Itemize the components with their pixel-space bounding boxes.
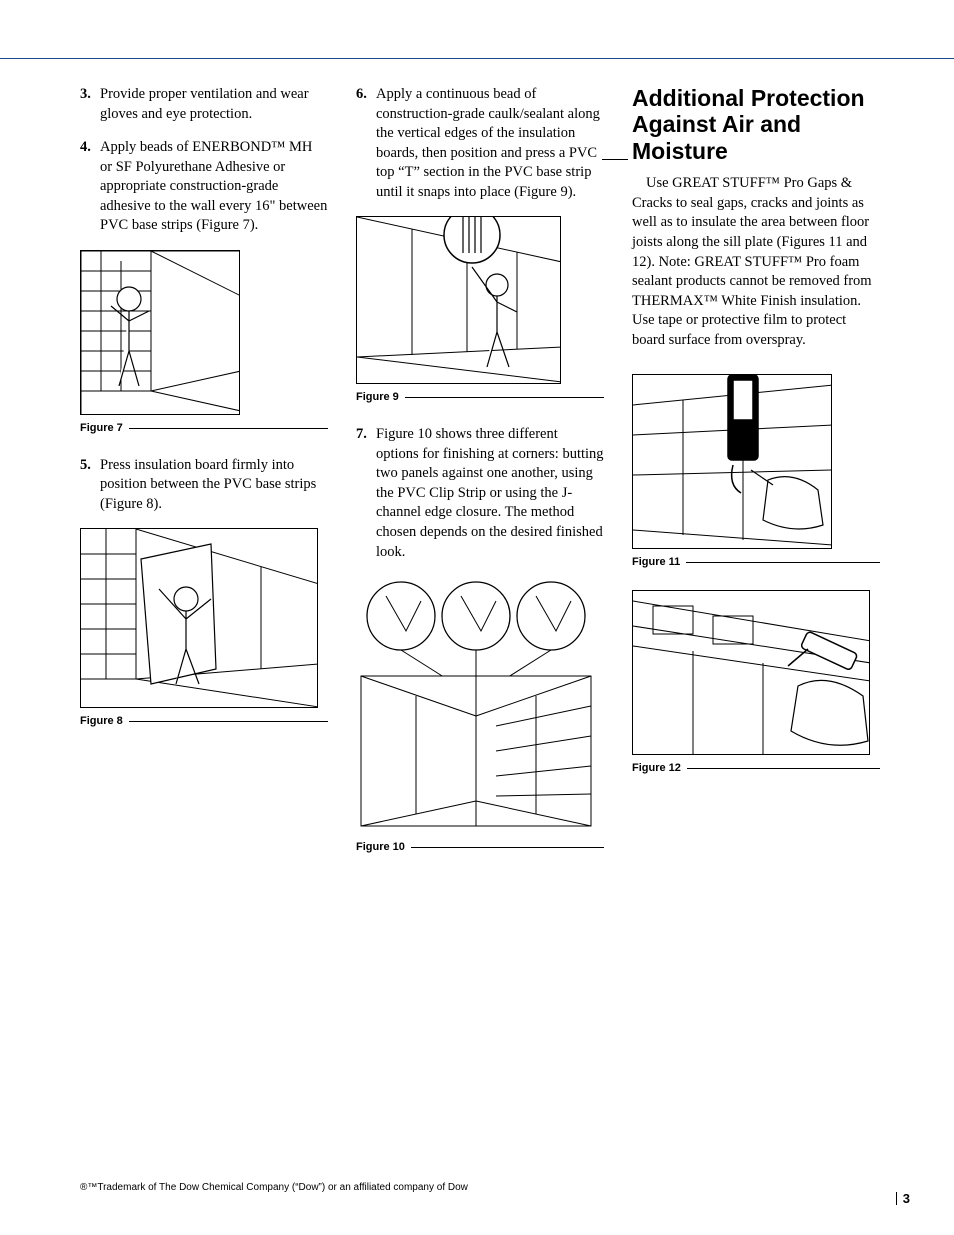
caption-rule [129,721,328,722]
figure-9-image [356,216,561,384]
caption-text: Figure 7 [80,421,123,436]
column-1: 3. Provide proper ventilation and wear g… [80,85,328,875]
column-3: Additional Protection Against Air and Mo… [632,85,880,875]
figure-9-caption: Figure 9 [356,390,604,405]
figure-8-caption: Figure 8 [80,714,328,729]
page-number: 3 [896,1192,910,1205]
step-text: Figure 10 shows three different options … [376,425,604,562]
caption-rule [129,428,328,429]
step-text: Apply beads of ENERBOND™ MH or SF Polyur… [100,138,328,236]
column-2: 6. Apply a continuous bead of constructi… [356,85,604,875]
heading-rule [602,159,628,160]
caption-text: Figure 12 [632,761,681,776]
step-number: 3. [80,85,100,124]
caption-rule [405,397,604,398]
step-number: 6. [356,85,376,202]
footer-trademark: ®™Trademark of The Dow Chemical Company … [80,1182,468,1193]
caption-rule [686,562,880,563]
figure-12-caption: Figure 12 [632,761,880,776]
step-7: 7. Figure 10 shows three different optio… [356,425,604,562]
step-number: 4. [80,138,100,236]
figure-11-image [632,374,832,549]
caption-text: Figure 10 [356,840,405,855]
step-text: Provide proper ventilation and wear glov… [100,85,328,124]
step-4: 4. Apply beads of ENERBOND™ MH or SF Pol… [80,138,328,236]
step-text: Apply a continuous bead of construction-… [376,85,604,202]
page-content: 3. Provide proper ventilation and wear g… [80,85,880,875]
step-5: 5. Press insulation board firmly into po… [80,456,328,515]
caption-text: Figure 9 [356,390,399,405]
step-number: 5. [80,456,100,515]
figure-7-image [80,250,240,415]
section-paragraph: Use GREAT STUFF™ Pro Gaps & Cracks to se… [632,174,880,350]
figure-7-caption: Figure 7 [80,421,328,436]
figure-11-caption: Figure 11 [632,555,880,570]
figure-8-image [80,528,318,708]
heading-text: Additional Protection Against Air and Mo… [632,85,865,164]
figure-12-image [632,590,870,755]
step-3: 3. Provide proper ventilation and wear g… [80,85,328,124]
section-heading: Additional Protection Against Air and Mo… [632,85,880,164]
figure-10-image [356,576,596,834]
step-text: Press insulation board firmly into posit… [100,456,328,515]
caption-text: Figure 8 [80,714,123,729]
figure-9: Figure 9 [356,216,604,405]
figure-11: Figure 11 [632,374,880,570]
caption-text: Figure 11 [632,555,680,570]
figure-7: Figure 7 [80,250,328,436]
step-6: 6. Apply a continuous bead of constructi… [356,85,604,202]
caption-rule [687,768,880,769]
step-number: 7. [356,425,376,562]
figure-8: Figure 8 [80,528,328,729]
top-rule [0,58,954,59]
figure-10-caption: Figure 10 [356,840,604,855]
caption-rule [411,847,604,848]
figure-12: Figure 12 [632,590,880,776]
figure-10: Figure 10 [356,576,604,855]
